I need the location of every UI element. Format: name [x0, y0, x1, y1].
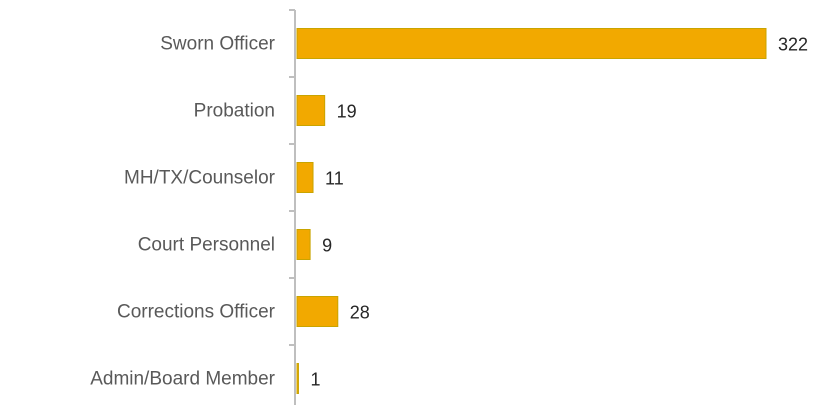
- bar: [296, 162, 314, 193]
- category-label: Corrections Officer: [117, 302, 276, 323]
- category-label: MH/TX/Counselor: [124, 168, 276, 189]
- bar: [296, 28, 767, 59]
- category-label: Probation: [194, 101, 275, 122]
- value-label: 9: [322, 235, 332, 255]
- bar: [296, 296, 339, 327]
- category-label: Admin/Board Member: [90, 369, 275, 390]
- category-label: Sworn Officer: [160, 34, 275, 55]
- bar: [296, 363, 299, 394]
- bar: [296, 229, 311, 260]
- category-label: Court Personnel: [138, 235, 275, 256]
- value-label: 1: [310, 369, 320, 389]
- value-label: 19: [337, 101, 357, 121]
- value-label: 28: [350, 302, 370, 322]
- bar: [296, 95, 326, 126]
- value-label: 322: [778, 34, 808, 54]
- value-label: 11: [325, 168, 344, 188]
